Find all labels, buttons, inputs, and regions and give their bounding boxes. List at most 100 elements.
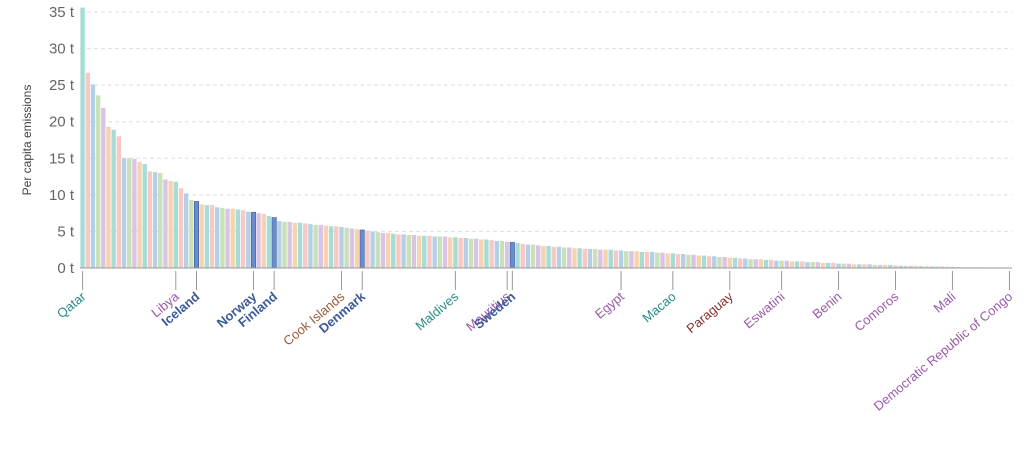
- bar: [484, 239, 489, 268]
- y-tick-label: 0 t: [57, 260, 75, 277]
- bar: [701, 255, 707, 268]
- bar: [142, 164, 147, 268]
- bar: [282, 221, 287, 268]
- bar: [432, 236, 437, 268]
- bar: [246, 211, 251, 268]
- bar: [489, 240, 494, 268]
- bar: [525, 244, 531, 268]
- bar: [582, 248, 588, 268]
- bar: [406, 235, 411, 268]
- bar: [359, 229, 365, 269]
- bar: [841, 263, 846, 268]
- bar: [101, 107, 106, 269]
- bar: [95, 95, 101, 268]
- bar: [453, 237, 458, 268]
- bar: [857, 264, 862, 268]
- bar: [448, 237, 453, 268]
- bar: [225, 208, 230, 268]
- bar: [805, 262, 810, 268]
- bar: [220, 208, 225, 268]
- x-tick-label: Paraguay: [683, 288, 736, 336]
- bar: [556, 246, 562, 268]
- bar: [504, 241, 510, 268]
- bar: [836, 263, 841, 268]
- x-tick-label: Qatar: [54, 288, 89, 321]
- bar: [867, 264, 872, 268]
- bar: [499, 240, 505, 268]
- bar: [598, 249, 603, 268]
- bar: [437, 236, 443, 268]
- bar: [577, 248, 582, 268]
- bar: [546, 246, 551, 268]
- bar: [882, 265, 888, 268]
- bar: [629, 251, 634, 268]
- bar: [712, 256, 717, 268]
- bar: [204, 205, 210, 268]
- bar: [950, 266, 955, 268]
- bar: [380, 232, 386, 268]
- bar: [769, 259, 774, 268]
- x-tick-label: Benin: [809, 289, 844, 322]
- bar: [924, 266, 929, 268]
- bar: [256, 213, 261, 268]
- bar: [919, 266, 924, 268]
- bar: [297, 222, 303, 268]
- bar: [696, 255, 701, 268]
- bar: [80, 7, 85, 269]
- bar: [183, 193, 189, 268]
- bar: [644, 251, 650, 268]
- bar: [794, 261, 800, 268]
- bar: [618, 250, 624, 268]
- bar: [147, 171, 153, 268]
- bar: [753, 259, 758, 268]
- bar: [189, 199, 194, 268]
- bar: [826, 262, 831, 268]
- y-tick-label: 35 t: [49, 4, 75, 21]
- bar: [789, 261, 795, 268]
- bar: [608, 249, 613, 268]
- bar: [152, 172, 158, 268]
- bar: [779, 260, 784, 268]
- bar: [385, 232, 391, 268]
- bar: [479, 239, 484, 268]
- bar: [675, 254, 681, 268]
- bar: [800, 261, 805, 268]
- x-tick-label: Mali: [930, 289, 958, 316]
- bar: [681, 254, 686, 268]
- bar: [411, 235, 417, 268]
- bar: [758, 259, 764, 268]
- bar: [561, 247, 567, 268]
- bar: [158, 172, 163, 268]
- bar: [727, 257, 732, 268]
- bar: [323, 225, 329, 268]
- bar: [888, 265, 893, 268]
- bar: [898, 265, 903, 268]
- bar: [168, 180, 173, 268]
- bar: [945, 266, 950, 268]
- bar: [624, 251, 629, 268]
- bar: [593, 248, 598, 268]
- bar: [313, 224, 318, 268]
- bar: [230, 208, 235, 268]
- bar: [132, 159, 137, 268]
- bar: [649, 251, 655, 268]
- bar: [660, 252, 665, 268]
- bar: [121, 158, 127, 268]
- bar: [401, 234, 406, 268]
- bar: [737, 258, 743, 268]
- bar: [328, 226, 334, 268]
- bar: [774, 260, 779, 268]
- y-tick-label: 25 t: [49, 77, 75, 94]
- bar: [194, 201, 199, 269]
- bar: [732, 257, 738, 268]
- bar: [743, 258, 748, 268]
- bar: [831, 262, 836, 268]
- bar: [903, 265, 909, 268]
- bar: [691, 254, 696, 268]
- bar: [370, 231, 375, 268]
- bar: [536, 245, 541, 268]
- bar: [427, 235, 432, 268]
- bar: [318, 224, 323, 268]
- bar: [235, 209, 241, 268]
